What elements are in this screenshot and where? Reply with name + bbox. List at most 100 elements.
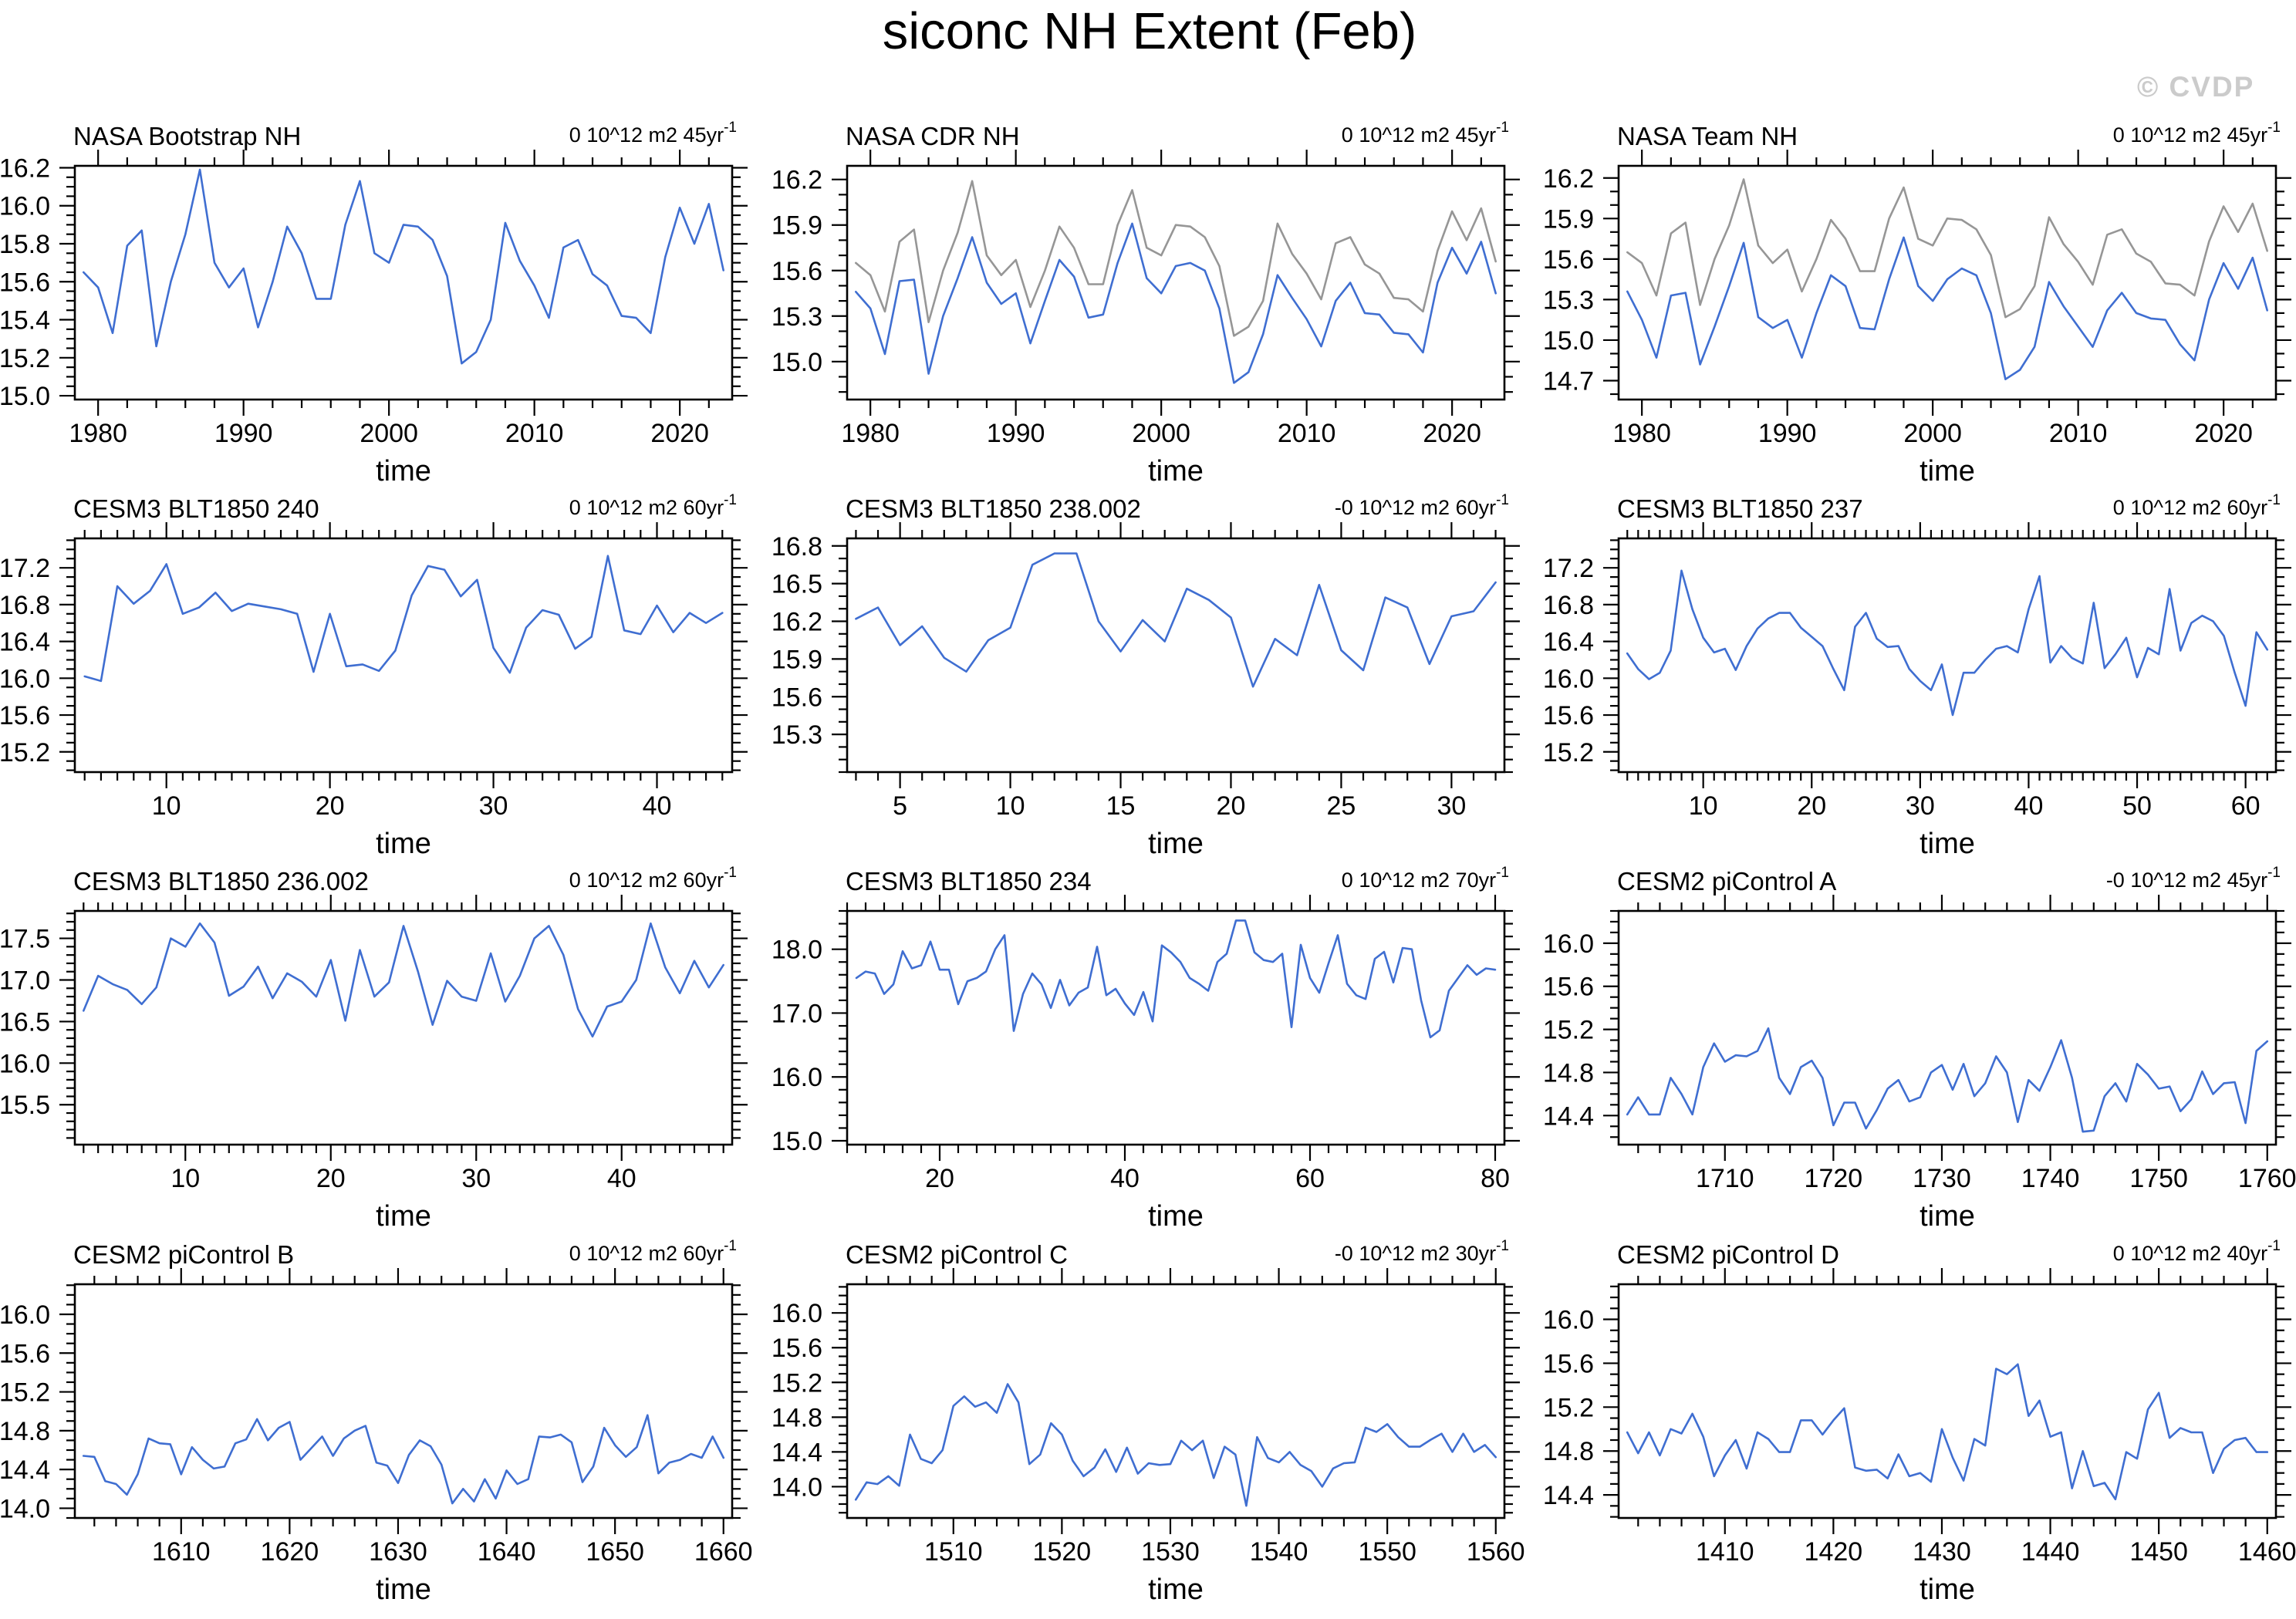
chart-title: CESM3 BLT1850 240 [73, 494, 319, 523]
y-tick-label: 16.2 [0, 153, 50, 183]
y-tick-label: 15.2 [1544, 1016, 1594, 1045]
time-axis-label: time [1148, 828, 1204, 860]
plot-cesm3-blt1850-240: CESM3 BLT1850 240 0 10^12 m2 60yr-1 15.2 15… [0, 492, 748, 860]
y-tick-label: 15.0 [772, 1127, 822, 1156]
x-tick-label: 1640 [478, 1537, 536, 1567]
chart-panel-nasa-cdr-nh: NASA CDR NH 0 10^12 m2 45yr-1 15.0 15.3 15.6… [772, 114, 1544, 488]
data-line-cesm2-picontrol-a [1626, 1027, 2269, 1133]
chart-title: CESM2 piControl D [1617, 1240, 1839, 1269]
data-line-cesm2-picontrol-d [1626, 1363, 2269, 1501]
y-tick-label: 15.6 [772, 683, 822, 712]
y-tick-label: 16.5 [772, 570, 822, 599]
y-tick-label: 15.6 [1544, 1349, 1594, 1378]
y-tick-label: 16.0 [0, 192, 50, 221]
y-tick-label: 15.6 [0, 1339, 50, 1368]
chart-panel-cesm3-blt1850-234: CESM3 BLT1850 234 0 10^12 m2 70yr-1 15.0 16… [772, 859, 1544, 1233]
time-axis-label: time [1920, 1573, 1975, 1606]
y-tick-label: 16.4 [1544, 628, 1594, 657]
time-axis-label: time [1920, 455, 1975, 487]
data-line-nasa-bootstrap-nh-reference [1626, 178, 2269, 319]
y-tick-label: 15.2 [1544, 738, 1594, 767]
y-tick-label: 16.0 [1544, 664, 1594, 693]
y-tick-label: 14.8 [772, 1403, 822, 1432]
chart-panel-cesm2-picontrol-c: CESM2 piControl C -0 10^12 m2 30yr-1 14.0 1… [772, 1233, 1544, 1607]
y-tick-label: 15.2 [0, 344, 50, 373]
x-tick-label: 1750 [2129, 1164, 2188, 1193]
x-tick-label: 2000 [1903, 419, 1962, 448]
x-tick-label: 1980 [69, 419, 127, 448]
chart-title: CESM3 BLT1850 237 [1617, 494, 1863, 523]
y-tick-label: 15.2 [772, 1368, 822, 1398]
y-tick-label: 17.5 [0, 925, 50, 954]
y-tick-label: 17.0 [0, 966, 50, 995]
y-tick-label: 15.6 [1544, 701, 1594, 730]
chart-title: NASA CDR NH [846, 122, 1020, 150]
x-tick-label: 1740 [2021, 1164, 2080, 1193]
time-axis-label: time [376, 455, 431, 487]
trend-annotation: -0 10^12 m2 60yr-1 [1335, 492, 1509, 519]
plot-frame [73, 909, 734, 1146]
y-tick-label: 16.2 [1544, 164, 1594, 194]
y-tick-label: 15.9 [1544, 204, 1594, 234]
x-tick-label: 10 [171, 1164, 200, 1193]
x-tick-label: 20 [925, 1164, 954, 1193]
data-line-cesm3-blt1850-238-002 [855, 552, 1497, 688]
y-tick-label: 15.4 [0, 306, 50, 336]
x-tick-label: 2010 [1278, 419, 1336, 448]
x-tick-label: 2020 [1423, 419, 1481, 448]
trend-annotation: 0 10^12 m2 70yr-1 [1342, 865, 1509, 892]
x-tick-label: 1530 [1141, 1537, 1200, 1567]
y-tick-label: 16.8 [1544, 591, 1594, 620]
x-tick-label: 1450 [2129, 1537, 2188, 1567]
y-tick-label: 16.5 [0, 1007, 50, 1037]
plot-cesm2-picontrol-d: CESM2 piControl D 0 10^12 m2 40yr-1 14.4 14… [1543, 1238, 2296, 1606]
x-tick-label: 1990 [987, 419, 1045, 448]
y-tick-label: 16.8 [0, 591, 50, 620]
plot-cesm3-blt1850-234: CESM3 BLT1850 234 0 10^12 m2 70yr-1 15.0 16… [772, 865, 1520, 1233]
x-tick-label: 10 [1689, 791, 1718, 821]
y-tick-label: 16.0 [1544, 1306, 1594, 1335]
chart-title: CESM2 piControl B [73, 1240, 294, 1269]
plot-frame [73, 537, 734, 774]
x-tick-label: 30 [479, 791, 508, 821]
trend-annotation: 0 10^12 m2 60yr-1 [569, 1238, 737, 1265]
trend-annotation: 0 10^12 m2 60yr-1 [569, 865, 737, 892]
x-tick-label: 2000 [1132, 419, 1190, 448]
y-tick-label: 14.4 [1544, 1481, 1594, 1510]
x-tick-label: 2020 [650, 419, 709, 448]
y-tick-label: 15.2 [0, 1378, 50, 1408]
x-tick-label: 2020 [2194, 419, 2253, 448]
plot-frame [846, 909, 1506, 1146]
plot-frame [1617, 537, 2277, 774]
y-tick-label: 15.9 [772, 211, 822, 241]
x-tick-label: 1650 [586, 1537, 644, 1567]
y-tick-label: 15.5 [0, 1091, 50, 1120]
plot-frame [73, 164, 734, 401]
y-tick-label: 17.0 [772, 999, 822, 1028]
chart-panel-nasa-bootstrap-nh: NASA Bootstrap NH 0 10^12 m2 45yr-1 15.0 15… [0, 114, 772, 488]
page-title: siconc NH Extent (Feb) [882, 2, 1417, 60]
y-tick-label: 15.0 [0, 382, 50, 411]
trend-annotation: 0 10^12 m2 45yr-1 [569, 120, 737, 147]
x-tick-label: 1630 [369, 1537, 427, 1567]
x-tick-label: 1710 [1696, 1164, 1754, 1193]
y-tick-label: 14.8 [0, 1417, 50, 1446]
plot-cesm2-picontrol-c: CESM2 piControl C -0 10^12 m2 30yr-1 14.0 1… [772, 1238, 1525, 1606]
y-tick-label: 17.2 [1544, 554, 1594, 583]
trend-annotation: -0 10^12 m2 45yr-1 [2106, 865, 2281, 892]
y-tick-label: 16.0 [772, 1063, 822, 1092]
y-tick-label: 15.6 [1544, 973, 1594, 1002]
x-tick-label: 1990 [214, 419, 273, 448]
x-tick-label: 50 [2122, 791, 2152, 821]
y-tick-label: 16.0 [0, 664, 50, 693]
plot-frame [1617, 164, 2277, 401]
plot-frame [846, 164, 1506, 401]
data-line-cesm3-blt1850-234 [855, 919, 1497, 1039]
chart-panel-cesm3-blt1850-238-002: CESM3 BLT1850 238.002 -0 10^12 m2 60yr-1 1… [772, 487, 1544, 861]
plot-frame [846, 1283, 1506, 1519]
x-tick-label: 1980 [1612, 419, 1671, 448]
chart-panel-cesm3-blt1850-240: CESM3 BLT1850 240 0 10^12 m2 60yr-1 15.2 15… [0, 487, 772, 861]
x-tick-label: 40 [607, 1164, 636, 1193]
y-tick-label: 18.0 [772, 936, 822, 965]
plot-nasa-team-nh: NASA Team NH 0 10^12 m2 45yr-1 14.7 15.0 15.… [1543, 120, 2291, 487]
